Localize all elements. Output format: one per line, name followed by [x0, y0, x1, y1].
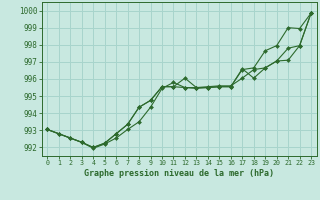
X-axis label: Graphe pression niveau de la mer (hPa): Graphe pression niveau de la mer (hPa)	[84, 169, 274, 178]
